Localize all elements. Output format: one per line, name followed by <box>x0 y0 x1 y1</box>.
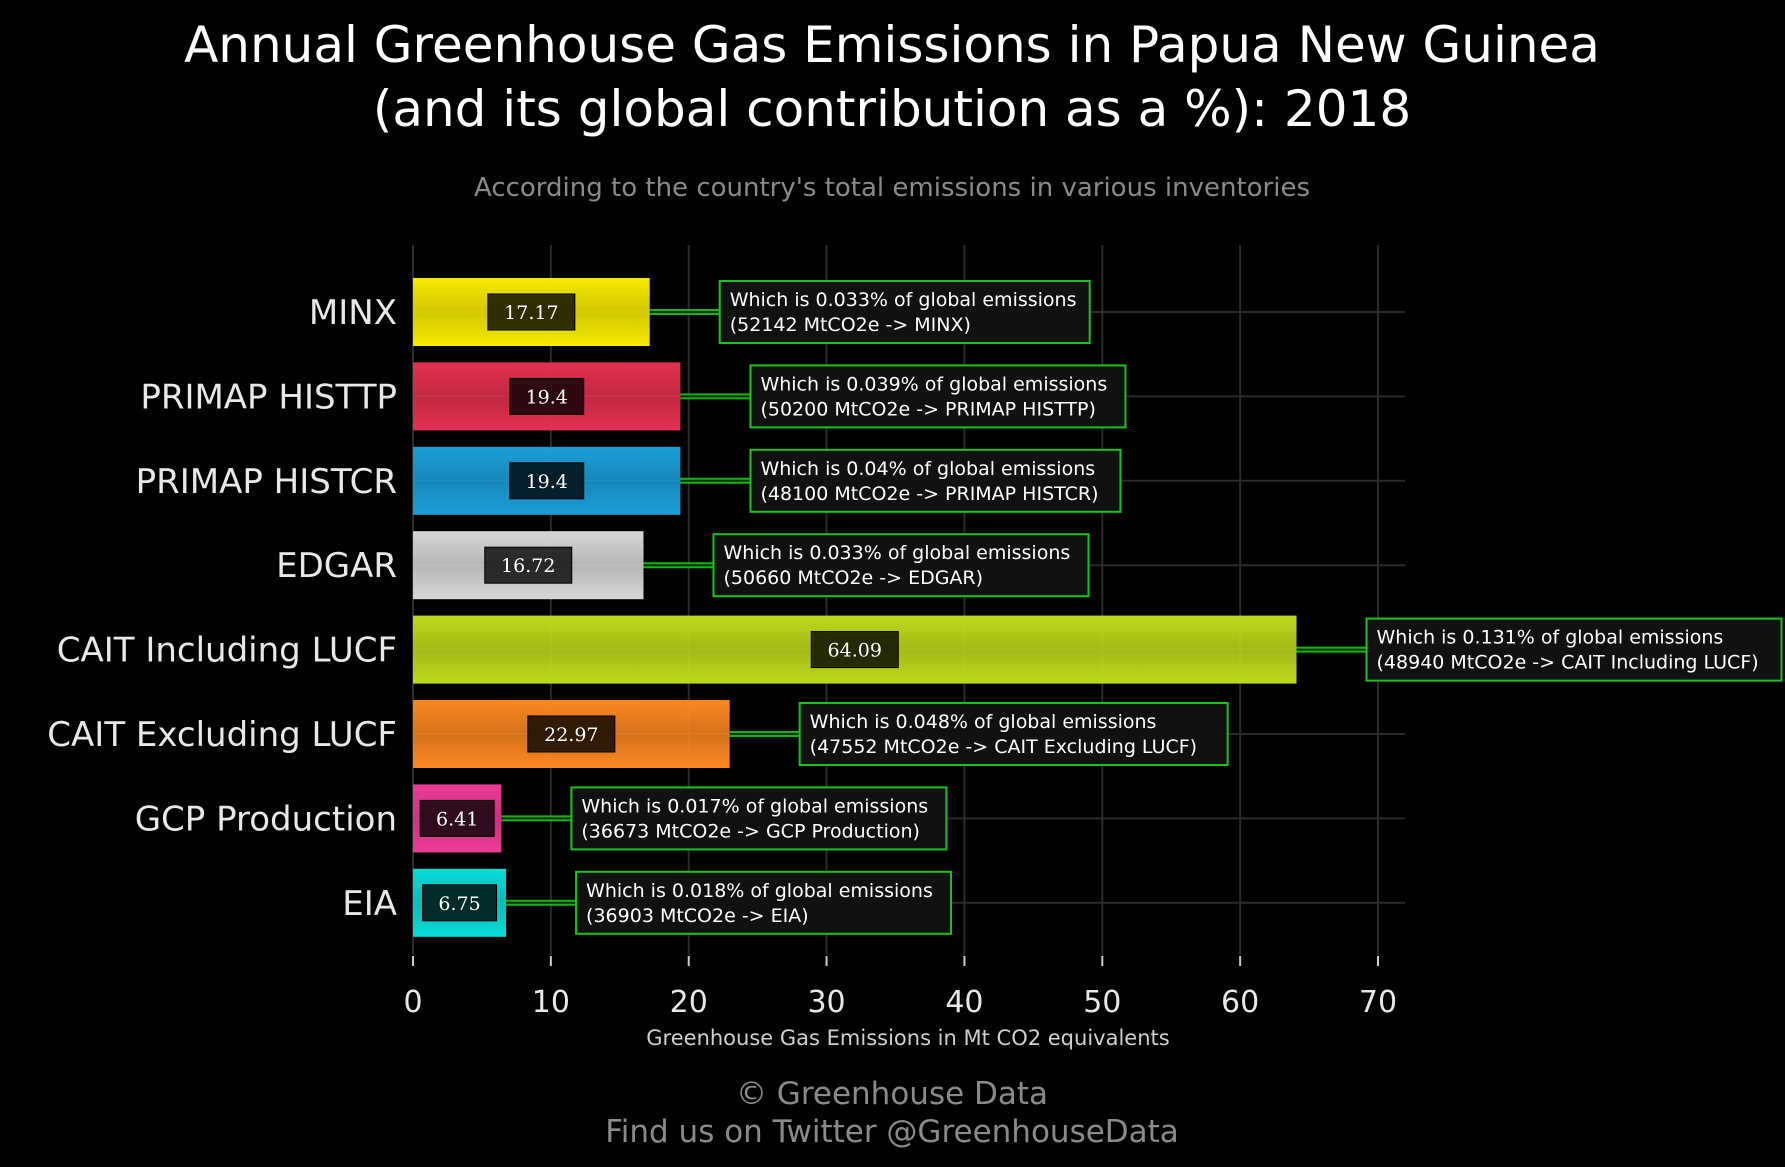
value-label: 22.97 <box>544 724 598 746</box>
category-label: PRIMAP HISTTP <box>140 377 397 417</box>
annotation-line2: (36673 MtCO2e -> GCP Production) <box>581 820 920 842</box>
annotation-line2: (50660 MtCO2e -> EDGAR) <box>723 567 983 589</box>
value-label: 6.41 <box>436 808 478 830</box>
category-label: PRIMAP HISTCR <box>136 462 397 502</box>
annotation-line1: Which is 0.04% of global emissions <box>760 458 1095 480</box>
annotation-line2: (48100 MtCO2e -> PRIMAP HISTCR) <box>760 483 1098 505</box>
x-tick-label: 30 <box>807 985 845 1020</box>
annotation-box <box>798 702 1229 766</box>
x-tick-label: 10 <box>532 985 570 1020</box>
annotation-line1: Which is 0.033% of global emissions <box>723 542 1070 564</box>
value-label: 17.17 <box>504 302 558 324</box>
x-tick-label: 70 <box>1359 985 1397 1020</box>
chart-subtitle: According to the country's total emissio… <box>474 173 1310 203</box>
annotation-box <box>749 364 1127 429</box>
category-label: EIA <box>342 884 397 924</box>
annotation-box <box>575 870 953 935</box>
category-label: CAIT Excluding LUCF <box>47 715 397 755</box>
category-label: GCP Production <box>135 799 397 839</box>
x-tick-label: 40 <box>945 985 983 1020</box>
value-label-box <box>527 715 616 753</box>
value-label-box <box>422 884 498 922</box>
value-label: 6.75 <box>438 893 480 915</box>
annotations: Which is 0.033% of global emissions (5214… <box>501 280 1783 935</box>
x-axis-label: Greenhouse Gas Emissions in Mt CO2 equiv… <box>646 1026 1169 1050</box>
x-tick-label: 20 <box>670 985 708 1020</box>
category-label: MINX <box>309 293 397 333</box>
value-label: 19.4 <box>526 386 568 408</box>
annotation-box <box>712 533 1090 598</box>
x-axis-ticks: 0 10 20 30 40 50 60 70 <box>403 956 1397 1020</box>
chart-title-line1: Annual Greenhouse Gas Emissions in Papua… <box>184 16 1600 74</box>
footer-twitter: Find us on Twitter @GreenhouseData <box>605 1114 1179 1150</box>
annotation-box <box>1365 617 1783 682</box>
value-label: 16.72 <box>501 555 555 577</box>
annotation-box <box>570 786 948 851</box>
annotation-line1: Which is 0.048% of global emissions <box>810 711 1157 733</box>
annotation-line1: Which is 0.131% of global emissions <box>1377 627 1724 649</box>
value-label: 19.4 <box>526 471 568 493</box>
annotation-line2: (48940 MtCO2e -> CAIT Including LUCF) <box>1377 652 1759 674</box>
annotation-line1: Which is 0.039% of global emissions <box>760 373 1107 395</box>
annotation-line2: (36903 MtCO2e -> EIA) <box>586 905 809 927</box>
category-label: EDGAR <box>276 546 397 586</box>
bars: 17.17 19.4 19.4 16.72 64.09 22.97 6.41 6.75 <box>413 278 1297 937</box>
annotation-line1: Which is 0.018% of global emissions <box>586 880 933 902</box>
value-label-box <box>810 631 899 669</box>
value-label-box <box>509 377 585 415</box>
x-tick-label: 50 <box>1083 985 1121 1020</box>
footer-copyright: © Greenhouse Data <box>736 1076 1048 1112</box>
x-tick-label: 60 <box>1221 985 1259 1020</box>
chart-title-line2: (and its global contribution as a %): 20… <box>373 80 1411 138</box>
category-labels: MINX PRIMAP HISTTP PRIMAP HISTCR EDGAR CAIT … <box>47 293 397 924</box>
annotation-box <box>718 280 1091 344</box>
value-label-box <box>484 546 573 584</box>
category-label: CAIT Including LUCF <box>57 631 397 671</box>
annotation-line1: Which is 0.033% of global emissions <box>730 289 1077 311</box>
annotation-box <box>749 448 1122 513</box>
annotation-line2: (50200 MtCO2e -> PRIMAP HISTTP) <box>760 398 1095 420</box>
annotation-line1: Which is 0.017% of global emissions <box>581 795 928 817</box>
value-label: 64.09 <box>828 640 882 662</box>
annotation-line2: (52142 MtCO2e -> MINX) <box>730 314 971 336</box>
x-tick-label: 0 <box>403 985 422 1020</box>
value-label-box <box>509 462 585 500</box>
annotation-line2: (47552 MtCO2e -> CAIT Excluding LUCF) <box>810 736 1197 758</box>
value-label-box <box>487 293 576 331</box>
value-label-box <box>419 799 495 837</box>
